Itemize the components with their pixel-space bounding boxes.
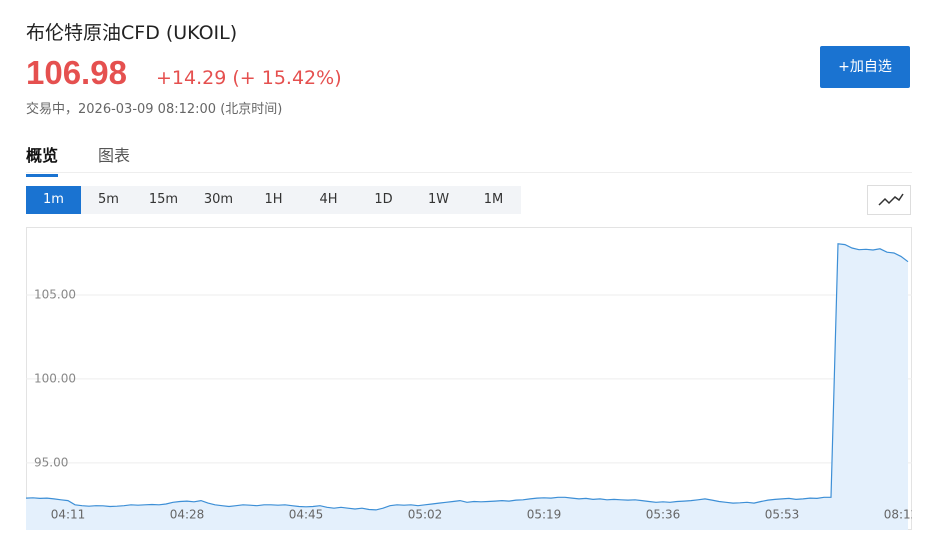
area [26, 243, 908, 530]
x-tick-label: 04:45 [289, 508, 324, 522]
tab[interactable]: 概览 [26, 142, 59, 177]
chart-style-button[interactable] [867, 185, 911, 215]
chart-style-icon [878, 193, 904, 206]
interval-button[interactable]: 1m [26, 186, 81, 214]
change-percent: (+ 15.42%) [232, 67, 342, 89]
status: 交易中，2026-03-09 08:12:00 (北京时间) [26, 102, 283, 117]
x-tick-label: 05:36 [646, 508, 681, 522]
change: +14.29 (+ 15.42%) [156, 67, 342, 89]
interval-button[interactable]: 1W [427, 192, 450, 207]
x-tick-label: 04:11 [51, 508, 86, 522]
tabs: 概览 图表 [26, 142, 130, 177]
y-tick-label: 100.00 [34, 371, 76, 385]
y-tick-label: 105.00 [34, 287, 76, 301]
interval-button[interactable]: 1M [483, 192, 504, 207]
interval-button[interactable]: 5m [98, 192, 119, 207]
interval-button[interactable]: 4H [319, 192, 338, 207]
interval-button[interactable]: 15m [148, 192, 179, 207]
interval-button[interactable]: 1H [264, 192, 283, 207]
x-tick-label: 05:02 [408, 508, 443, 522]
interval-bar: 1m 5m 15m 30m 1H 4H 1D 1W 1M [26, 186, 521, 214]
tab-divider [26, 172, 912, 173]
y-tick-label: 95.00 [34, 455, 68, 469]
interval-button[interactable]: 30m [203, 192, 234, 207]
x-tick-label: 04:28 [170, 508, 205, 522]
instrument-title: 布伦特原油CFD (UKOIL) [26, 22, 238, 44]
x-tick-label: 05:53 [765, 508, 800, 522]
x-tick-label: 08:12 [884, 508, 919, 522]
x-tick-label: 05:19 [527, 508, 562, 522]
watch-button[interactable]: +加自选 [820, 46, 910, 88]
tab[interactable]: 图表 [98, 146, 131, 165]
change-value: +14.29 [156, 67, 227, 89]
price: 106.98 [26, 54, 127, 91]
interval-button[interactable]: 1D [374, 192, 393, 207]
line [26, 243, 909, 511]
